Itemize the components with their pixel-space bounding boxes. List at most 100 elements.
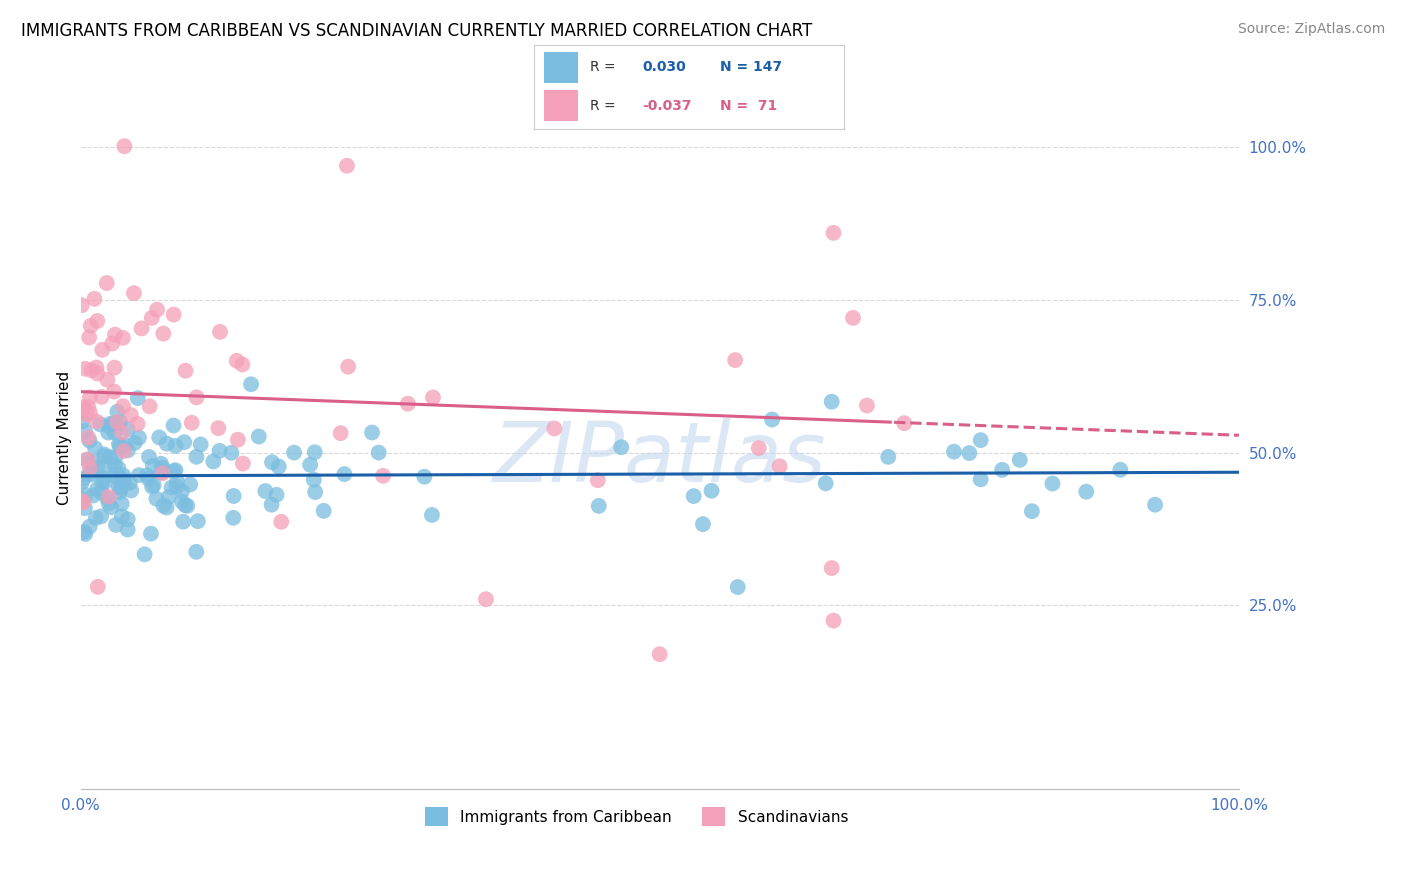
Point [138,400,160,414]
Point [134,547,156,561]
Point [127,417,149,431]
Point [111,509,134,524]
Point [821,394,844,409]
Point [260,498,283,512]
Point [682,489,704,503]
Point [165,439,187,453]
Point [152,467,174,481]
Point [165,463,187,477]
Legend: Immigrants from Caribbean, Scandinavians: Immigrants from Caribbean, Scandinavians [418,799,856,833]
Point [108,415,131,429]
Point [100,500,122,515]
Point [299,458,322,472]
Point [337,359,360,374]
Point [98,417,121,431]
Point [86,461,108,475]
Point [157,490,180,504]
Point [93,450,115,464]
Point [170,484,193,499]
Point [128,431,150,445]
Point [82,489,104,503]
Point [77,400,100,414]
Point [75,488,97,502]
Point [70,403,93,417]
Point [226,433,249,447]
Point [179,477,201,491]
Point [142,478,165,492]
Point [221,446,243,460]
Point [75,527,97,541]
Point [131,321,153,335]
Point [70,414,93,428]
Point [222,511,245,525]
Text: Source: ZipAtlas.com: Source: ZipAtlas.com [1237,22,1385,37]
Point [146,302,169,317]
Point [84,442,107,456]
Point [91,475,114,490]
Point [420,508,443,522]
Point [1076,484,1098,499]
Point [231,358,253,372]
Point [80,363,103,377]
Point [90,390,112,404]
Point [124,435,146,450]
Point [86,360,108,375]
Point [104,327,127,342]
Point [769,459,792,474]
Point [77,431,100,445]
Point [648,647,671,661]
Point [77,330,100,344]
Point [138,450,160,464]
Point [222,489,245,503]
Point [148,430,170,444]
Text: -0.037: -0.037 [643,99,692,112]
Point [72,472,94,486]
Point [1008,453,1031,467]
Point [103,384,125,399]
Point [202,454,225,468]
Point [97,425,120,440]
Text: IMMIGRANTS FROM CARIBBEAN VS SCANDINAVIAN CURRENTLY MARRIED CORRELATION CHART: IMMIGRANTS FROM CARIBBEAN VS SCANDINAVIA… [21,22,813,40]
Point [1109,463,1132,477]
Point [232,457,254,471]
Point [302,473,325,487]
Text: N = 147: N = 147 [720,61,782,74]
Point [108,437,131,451]
Point [86,482,108,496]
Point [180,416,202,430]
Point [1021,504,1043,518]
Point [761,412,783,426]
Point [104,450,127,465]
Point [128,468,150,483]
Point [117,422,139,436]
Point [700,483,723,498]
Point [118,475,141,490]
Point [108,485,131,500]
Point [163,308,186,322]
Point [396,397,419,411]
Point [72,495,94,509]
Point [93,459,115,474]
Point [96,491,118,506]
Point [367,445,389,459]
Point [942,444,965,458]
Point [111,497,134,511]
Point [186,390,208,404]
Point [96,276,118,290]
Point [112,444,135,458]
Point [141,480,163,494]
Point [150,465,173,479]
Point [80,318,103,333]
Point [70,298,93,312]
Point [724,353,747,368]
Point [86,314,108,328]
Point [162,418,184,433]
Point [991,463,1014,477]
Point [172,515,194,529]
Point [105,467,128,481]
Point [692,517,714,532]
Point [970,433,993,447]
Point [98,450,121,464]
Point [166,475,188,489]
Point [104,458,127,473]
